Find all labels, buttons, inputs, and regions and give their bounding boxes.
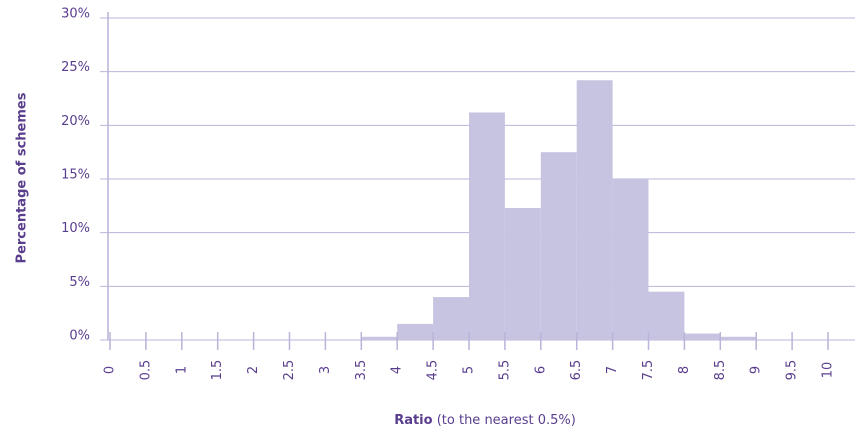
x-tick-label: 4 [390, 366, 405, 374]
bar [433, 297, 469, 340]
x-tick-label: 6.5 [569, 360, 584, 381]
x-tick-label: 3 [318, 366, 333, 374]
bar [397, 323, 434, 340]
x-tick-label: 8.5 [713, 360, 728, 381]
x-axis-label-note: (to the nearest 0.5%) [437, 413, 576, 428]
bar [576, 80, 613, 341]
x-tick-label: 10 [821, 362, 836, 379]
x-tick-label: 9 [749, 366, 764, 374]
x-tick-label: 9.5 [785, 360, 800, 381]
x-tick-label: 6 [533, 366, 548, 374]
y-tick-label: 0% [69, 329, 90, 344]
x-tick-label: 3.5 [354, 360, 369, 381]
x-tick-label: 8 [677, 366, 692, 374]
y-tick-label: 10% [61, 221, 90, 236]
bar [540, 152, 577, 340]
x-tick-label: 5 [462, 366, 477, 374]
x-axis-label: Ratio (to the nearest 0.5%) [394, 413, 576, 428]
x-tick-label: 2.5 [282, 360, 297, 381]
y-tick-label: 5% [69, 275, 90, 290]
bar [504, 207, 541, 340]
x-tick-label: 1.5 [210, 360, 225, 381]
bar [469, 112, 505, 340]
x-tick-label: 0.5 [138, 360, 153, 381]
y-axis-label: Percentage of schemes [15, 92, 30, 263]
bar [361, 336, 398, 340]
x-tick-label: 7.5 [641, 360, 656, 381]
x-axis-label-main: Ratio [394, 413, 432, 428]
x-tick-label: 2 [246, 366, 261, 374]
bar [612, 179, 649, 340]
x-tick-label: 0 [103, 366, 118, 374]
x-tick-label: 1 [174, 366, 189, 374]
y-tick-label: 25% [61, 60, 90, 75]
x-tick-label: 5.5 [497, 360, 512, 381]
x-tick-label: 7 [605, 366, 620, 374]
y-tick-label: 15% [61, 168, 90, 183]
bar [720, 336, 757, 340]
bar [648, 291, 685, 340]
y-tick-label: 20% [61, 114, 90, 129]
x-tick-label: 4.5 [426, 360, 441, 381]
y-tick-label: 30% [61, 7, 90, 22]
bar [684, 333, 721, 340]
